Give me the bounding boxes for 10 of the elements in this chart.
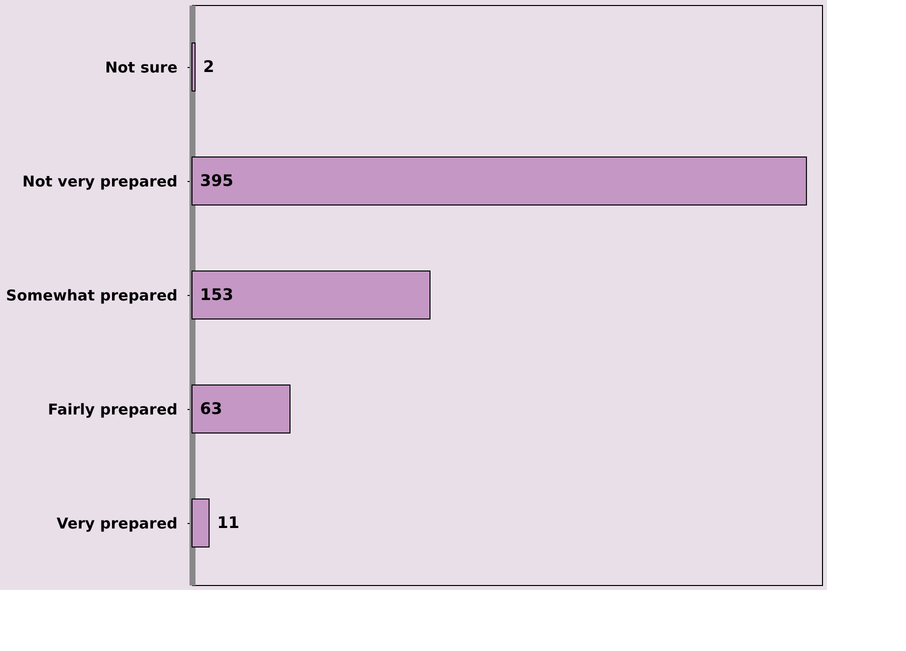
y-tick-label: Fairly prepared: [48, 400, 178, 418]
y-tick-label: Not very prepared: [22, 172, 178, 190]
data-label: 2: [203, 57, 214, 76]
y-tick-label: Very prepared: [56, 514, 178, 532]
y-tick-label: Not sure: [105, 58, 178, 76]
y-tick-label: Somewhat prepared: [6, 286, 178, 304]
data-label: 11: [217, 513, 240, 532]
data-label: 153: [200, 285, 234, 304]
data-label: 395: [200, 171, 234, 190]
data-label: 63: [200, 399, 222, 418]
